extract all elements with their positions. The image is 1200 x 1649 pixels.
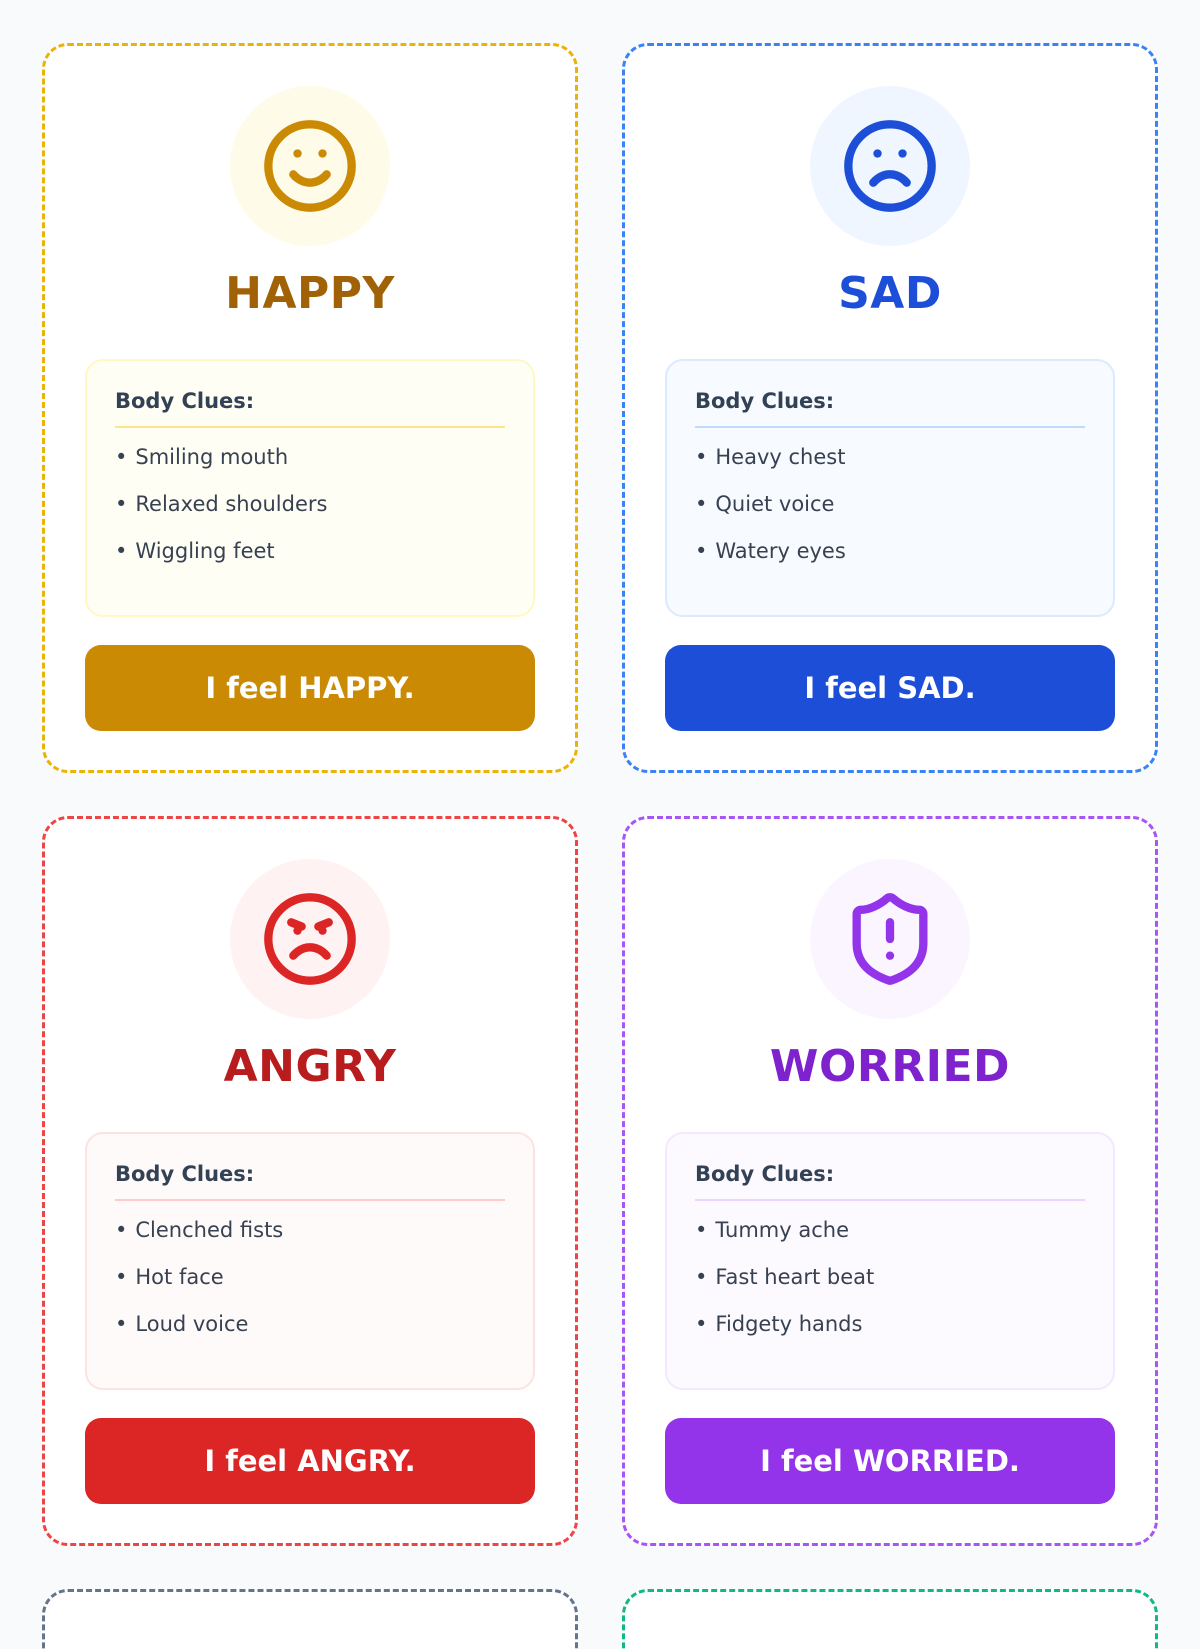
body-clues-box: Body Clues: Tummy acheFast heart beatFid…: [665, 1132, 1115, 1390]
body-clues-box: Body Clues: Heavy chestQuiet voiceWatery…: [665, 359, 1115, 617]
clue-item: Hot face: [115, 1262, 505, 1309]
emotion-title: HAPPY: [225, 268, 395, 319]
emotion-title: SAD: [838, 268, 942, 319]
emotion-title: WORRIED: [769, 1041, 1011, 1092]
shield-alert-icon: [810, 859, 970, 1019]
body-clues-box: Body Clues: Smiling mouthRelaxed shoulde…: [85, 359, 535, 617]
clue-item: Tummy ache: [695, 1215, 1085, 1262]
smile-icon: [230, 86, 390, 246]
card-angry: ANGRY Body Clues: Clenched fistsHot face…: [42, 816, 578, 1546]
clue-item: Fast heart beat: [695, 1262, 1085, 1309]
angry-face-icon: [230, 859, 390, 1019]
card-partial-green: [622, 1589, 1158, 1649]
clue-item: Quiet voice: [695, 489, 1085, 536]
body-clues-heading: Body Clues:: [695, 1162, 1085, 1201]
emotion-card-grid: HAPPY Body Clues: Smiling mouthRelaxed s…: [42, 43, 1158, 1649]
clue-item: Watery eyes: [695, 536, 1085, 583]
clue-item: Clenched fists: [115, 1215, 505, 1262]
i-feel-angry-button[interactable]: I feel ANGRY.: [85, 1418, 535, 1504]
clue-item: Loud voice: [115, 1309, 505, 1356]
body-clues-heading: Body Clues:: [115, 389, 505, 428]
i-feel-happy-button[interactable]: I feel HAPPY.: [85, 645, 535, 731]
clue-item: Relaxed shoulders: [115, 489, 505, 536]
body-clues-heading: Body Clues:: [115, 1162, 505, 1201]
clue-item: Wiggling feet: [115, 536, 505, 583]
i-feel-sad-button[interactable]: I feel SAD.: [665, 645, 1115, 731]
frown-icon: [810, 86, 970, 246]
clue-item: Fidgety hands: [695, 1309, 1085, 1356]
body-clues-heading: Body Clues:: [695, 389, 1085, 428]
i-feel-worried-button[interactable]: I feel WORRIED.: [665, 1418, 1115, 1504]
card-partial-slate: [42, 1589, 578, 1649]
card-sad: SAD Body Clues: Heavy chestQuiet voiceWa…: [622, 43, 1158, 773]
clue-item: Heavy chest: [695, 442, 1085, 489]
emotion-title: ANGRY: [223, 1041, 397, 1092]
clue-item: Smiling mouth: [115, 442, 505, 489]
body-clues-box: Body Clues: Clenched fistsHot faceLoud v…: [85, 1132, 535, 1390]
card-worried: WORRIED Body Clues: Tummy acheFast heart…: [622, 816, 1158, 1546]
card-happy: HAPPY Body Clues: Smiling mouthRelaxed s…: [42, 43, 578, 773]
